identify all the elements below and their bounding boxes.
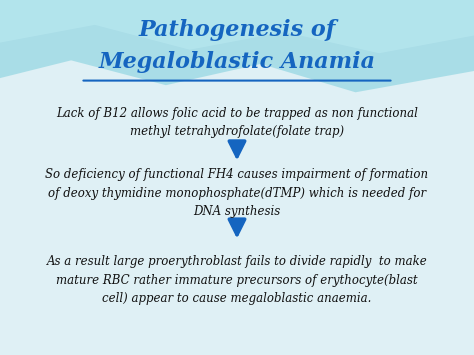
Text: Pathogenesis of: Pathogenesis of xyxy=(138,19,336,41)
Text: Megaloblastic Anamia: Megaloblastic Anamia xyxy=(99,51,375,73)
Text: Lack of B12 allows folic acid to be trapped as non functional
methyl tetrahydrof: Lack of B12 allows folic acid to be trap… xyxy=(56,107,418,138)
Text: As a result large proerythroblast fails to divide rapidly  to make
mature RBC ra: As a result large proerythroblast fails … xyxy=(46,256,428,305)
Text: So deficiency of functional FH4 causes impairment of formation
of deoxy thymidin: So deficiency of functional FH4 causes i… xyxy=(46,169,428,218)
Polygon shape xyxy=(0,0,474,53)
Polygon shape xyxy=(0,0,474,92)
